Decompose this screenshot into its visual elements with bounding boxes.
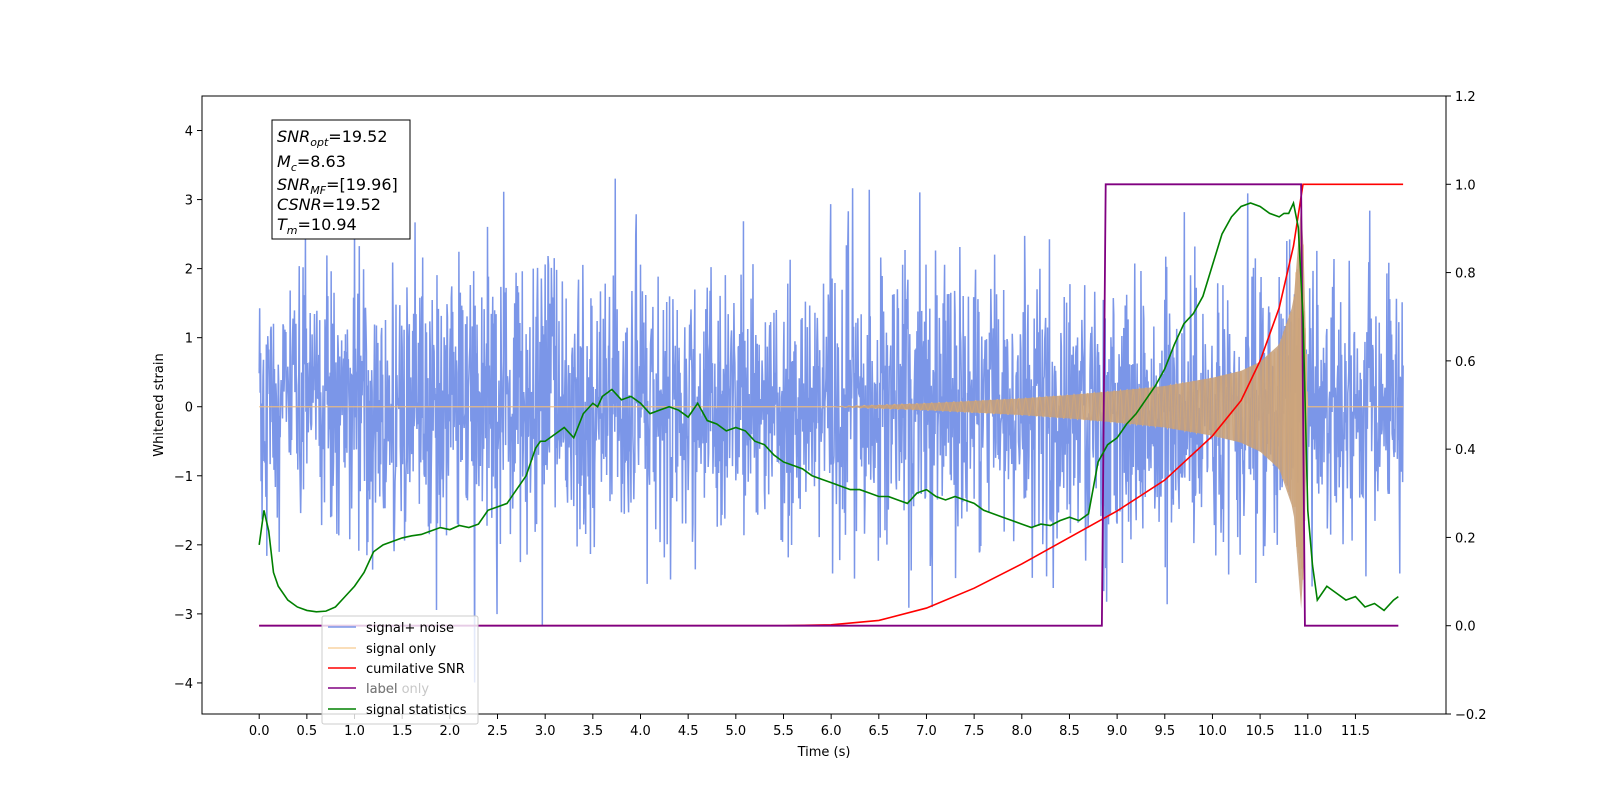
x-tick-label: 5.5 xyxy=(773,724,794,739)
y-tick-label: −4 xyxy=(174,677,193,692)
x-tick-label: 6.0 xyxy=(821,724,842,739)
x-tick-label: 1.0 xyxy=(344,724,365,739)
series-label-line xyxy=(259,183,1399,627)
y2-tick-label: 0.8 xyxy=(1455,267,1476,282)
y2-tick-label: 0.6 xyxy=(1455,355,1476,370)
y2-tick-label: 1.0 xyxy=(1455,178,1476,193)
x-tick-label: 10.0 xyxy=(1198,724,1227,739)
x-axis-label: Time (s) xyxy=(797,745,851,760)
axes-frame xyxy=(201,95,1447,715)
legend-label-signal-noise: signal+ noise xyxy=(366,621,454,636)
x-tick-label: 8.0 xyxy=(1011,724,1032,739)
annotation-frame xyxy=(271,119,411,240)
x-tick-label: 2.5 xyxy=(487,724,508,739)
x-tick-label: 0.0 xyxy=(249,724,270,739)
x-tick-label: 0.5 xyxy=(297,724,318,739)
x-tick-label: 6.5 xyxy=(868,724,889,739)
y-tick-label: 3 xyxy=(185,194,193,209)
x-tick-label: 1.5 xyxy=(392,724,413,739)
x-tick-label: 2.0 xyxy=(440,724,461,739)
x-tick-label: 11.0 xyxy=(1293,724,1322,739)
x-tick-label: 7.0 xyxy=(916,724,937,739)
axes: 0.0 0.5 1.0 1.5 2.0 2.5 3.0 3.5 4.0 4.5 5.0 5.5 6.0 6… xyxy=(152,90,1487,760)
y-tick-label: −3 xyxy=(174,608,193,623)
x-tick-label: 5.0 xyxy=(725,724,746,739)
y-tick-label: 2 xyxy=(185,263,193,278)
y-tick-label: 1 xyxy=(185,332,193,347)
y-tick-label: −1 xyxy=(174,470,193,485)
y2-tick-label: 0.0 xyxy=(1455,620,1476,635)
legend-frame xyxy=(321,615,479,725)
annotation-mc: Mc=8.63 xyxy=(277,152,346,174)
x-tick-label: 4.5 xyxy=(678,724,699,739)
legend-label-signal-only: signal only xyxy=(366,642,436,657)
x-tick-label: 3.0 xyxy=(535,724,556,739)
x-tick-label: 7.5 xyxy=(964,724,985,739)
y-tick-label: −2 xyxy=(174,539,193,554)
legend-label-label: label xyxy=(366,682,397,697)
annotation-box: SNRopt=19.52 Mc=8.63SNRMF=[19.96]CSNR=19.… xyxy=(271,119,411,240)
annotation-csnr: CSNR=19.52 xyxy=(277,195,381,214)
x-tick-label: 11.5 xyxy=(1341,724,1370,739)
y2-tick-label: −0.2 xyxy=(1455,708,1487,723)
legend-label-signal-statistics: signal statistics xyxy=(366,703,467,718)
x-tick-label: 10.5 xyxy=(1246,724,1275,739)
annotation-snr-opt: SNRopt=19.52 xyxy=(277,127,388,149)
y-tick-label: 4 xyxy=(185,125,193,140)
legend-label-cumilative-snr: cumilative SNR xyxy=(366,662,465,677)
legend-label-label-only: label only xyxy=(366,682,429,697)
y2-tick-label: 0.4 xyxy=(1455,443,1476,458)
y2-tick-label: 1.2 xyxy=(1455,90,1476,105)
series-signal-statistics-line xyxy=(258,200,1399,613)
x-tick-label: 8.5 xyxy=(1059,724,1080,739)
x-tick-label: 3.5 xyxy=(582,724,603,739)
annotation-snr-mf: SNRMF=[19.96] xyxy=(277,175,398,197)
annotation-tm: Tm=10.94 xyxy=(277,215,357,237)
series-cumulative-snr-line xyxy=(259,183,1404,627)
y-tick-label: 0 xyxy=(185,401,193,416)
y2-tick-label: 0.2 xyxy=(1455,531,1476,546)
x-tick-label: 9.0 xyxy=(1107,724,1128,739)
y-axis-label: Whitened strain xyxy=(152,353,167,456)
plot-area xyxy=(258,178,1404,683)
legend: signal+ noise signal only cumilative SNR la… xyxy=(321,615,479,725)
x-tick-label: 9.5 xyxy=(1154,724,1175,739)
x-tick-label: 4.0 xyxy=(630,724,651,739)
series-signal-only-envelope xyxy=(831,204,1306,609)
